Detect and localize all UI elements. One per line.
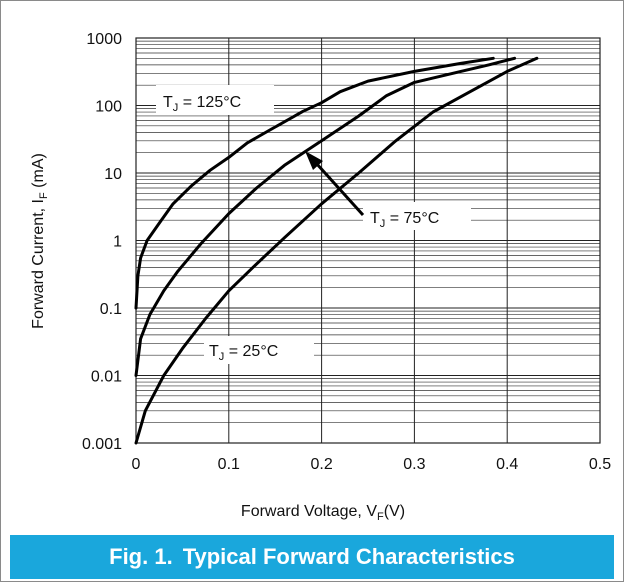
x-tick-label: 0.1 — [218, 456, 240, 473]
y-tick-label: 0.1 — [100, 301, 122, 318]
series-line-2 — [134, 56, 539, 445]
curves — [134, 56, 539, 445]
y-tick-label: 1 — [113, 234, 122, 251]
series-label-25: TJ = 25°C — [209, 343, 278, 363]
y-tick-label: 1000 — [86, 31, 122, 48]
label-box-125: TJ = 125°C — [156, 85, 274, 115]
series-label-75: TJ = 75°C — [370, 210, 439, 230]
forward-characteristics-chart: 0 0.1 0.2 0.3 0.4 0.5 0.0010.010.11101001000 … — [30, 31, 612, 523]
y-tick-label: 0.01 — [91, 369, 122, 386]
y-tick-label: 0.001 — [82, 436, 122, 453]
arrow-icon — [305, 151, 365, 217]
y-tick-label: 100 — [95, 99, 122, 116]
figure-caption: Fig. 1. Typical Forward Characteristics — [10, 535, 614, 579]
x-tick-label: 0 — [132, 456, 141, 473]
y-tick-label: 10 — [104, 166, 122, 183]
x-axis-title: Forward Voltage, VF(V) — [241, 503, 405, 523]
series-label-125: TJ = 125°C — [163, 94, 241, 114]
x-tick-label: 0.5 — [589, 456, 611, 473]
caption-title: Typical Forward Characteristics — [182, 544, 515, 569]
label-box-75: TJ = 75°C — [363, 202, 471, 230]
x-tick-labels: 0 0.1 0.2 0.3 0.4 0.5 — [132, 456, 612, 473]
x-tick-label: 0.3 — [403, 456, 425, 473]
y-tick-labels: 0.001 0.01 0.1 1 10 100 1000 — [82, 31, 122, 453]
caption-number: Fig. 1. — [109, 544, 173, 569]
label-box-25: TJ = 25°C — [204, 336, 314, 364]
series-line-0 — [134, 56, 495, 310]
plot-border — [135, 37, 601, 444]
y-axis-title: Forward Current, IF (mA) — [30, 153, 50, 329]
series-line-1 — [134, 56, 517, 377]
x-tick-label: 0.2 — [310, 456, 332, 473]
x-tick-label: 0.4 — [496, 456, 518, 473]
